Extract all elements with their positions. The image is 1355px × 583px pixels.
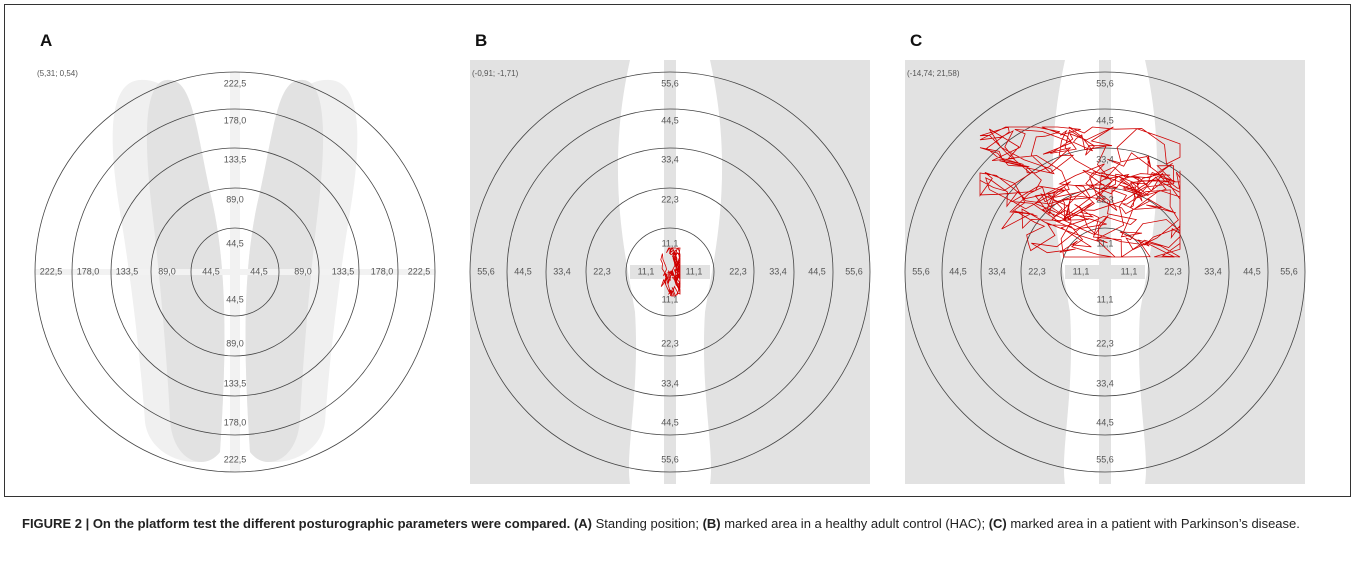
ring-label: 178,0	[77, 266, 100, 276]
ring-label: 55,6	[1096, 78, 1114, 88]
ring-label: 11,1	[662, 238, 679, 248]
axis-bar	[1065, 265, 1145, 279]
ring-label: 11,1	[638, 266, 655, 276]
ring-label: 222,5	[40, 266, 63, 276]
ring	[904, 71, 1306, 473]
ring-label: 22,3	[1096, 194, 1114, 204]
ring-label: 133,5	[116, 266, 139, 276]
ring-label: 22,3	[661, 338, 679, 348]
ring	[585, 187, 755, 357]
ring-label: 22,3	[661, 194, 679, 204]
ring-label: 44,5	[808, 266, 826, 276]
panel-letter: C	[910, 31, 922, 50]
coordinates: (5,31; 0,54)	[37, 69, 78, 78]
ring	[34, 71, 436, 473]
sway-trace	[979, 126, 1181, 258]
caption-label: (C)	[988, 516, 1007, 531]
caption-text: Standing position;	[591, 516, 703, 531]
ring-label: 33,4	[661, 154, 679, 164]
ring	[625, 227, 715, 317]
ring-label: 55,6	[1096, 454, 1114, 464]
ring-label: 55,6	[477, 266, 495, 276]
ring-label: 33,4	[661, 378, 679, 388]
ring	[1020, 187, 1190, 357]
ring-label: 55,6	[845, 266, 863, 276]
caption-text: marked area in a healthy adult control (…	[720, 516, 989, 531]
ring-label: 89,0	[226, 194, 244, 204]
panel: 11,1 11,1 11,1 11,1 22,3 22,3 22,3 22,3 33,4 33,4…	[904, 31, 1306, 484]
ring-label: 89,0	[158, 266, 176, 276]
coordinates: (-14,74; 21,58)	[907, 69, 960, 78]
figure-frame	[4, 4, 1351, 497]
ring-label: 89,0	[226, 338, 244, 348]
ring-label: 33,4	[1204, 266, 1222, 276]
ring-label: 11,1	[1121, 266, 1138, 276]
ring-label: 55,6	[1280, 266, 1298, 276]
ring-label: 22,3	[1028, 266, 1046, 276]
ring-label: 44,5	[1096, 417, 1114, 427]
ring-label: 222,5	[224, 454, 247, 464]
sway-trace	[660, 247, 681, 297]
ring-label: 11,1	[1097, 238, 1114, 248]
ring-label: 22,3	[729, 266, 747, 276]
ring	[190, 227, 280, 317]
coordinates: (-0,91; -1,71)	[472, 69, 519, 78]
ring	[1060, 227, 1150, 317]
ring-label: 44,5	[661, 115, 679, 125]
ring-label: 11,1	[662, 294, 679, 304]
ring-label: 44,5	[226, 294, 244, 304]
caption-title: FIGURE 2 | On the platform test the diff…	[22, 516, 571, 531]
caption: FIGURE 2 | On the platform test the diff…	[22, 514, 1337, 534]
ring-label: 11,1	[1097, 294, 1114, 304]
ring-label: 55,6	[661, 78, 679, 88]
caption-label: (A)	[573, 516, 592, 531]
ring-label: 44,5	[1096, 115, 1114, 125]
panel-letter: A	[40, 31, 52, 50]
ring-label: 222,5	[408, 266, 431, 276]
ring-label: 44,5	[949, 266, 967, 276]
ring-label: 22,3	[1164, 266, 1182, 276]
ring-label: 178,0	[224, 115, 247, 125]
ring-label: 44,5	[226, 238, 244, 248]
ring-label: 11,1	[686, 266, 703, 276]
ring-label: 133,5	[332, 266, 355, 276]
ring-label: 44,5	[661, 417, 679, 427]
ring-label: 44,5	[1243, 266, 1261, 276]
ring-label: 178,0	[371, 266, 394, 276]
panel: 44,5 44,5 44,5 44,5 89,0 89,0 89,0 89,0 133,5 133…	[34, 31, 436, 473]
ring-label: 33,4	[1096, 154, 1114, 164]
ring	[71, 108, 399, 436]
ring-label: 44,5	[250, 266, 268, 276]
ring-label: 44,5	[202, 266, 220, 276]
ring	[150, 187, 320, 357]
ring	[469, 71, 871, 473]
ring-label: 33,4	[1096, 378, 1114, 388]
ring-label: 178,0	[224, 417, 247, 427]
axis-bar	[35, 269, 435, 275]
ring-label: 133,5	[224, 154, 247, 164]
ring-label: 55,6	[912, 266, 930, 276]
ring	[941, 108, 1269, 436]
ring-label: 44,5	[514, 266, 532, 276]
ring-label: 133,5	[224, 378, 247, 388]
caption-label: (B)	[702, 516, 721, 531]
ring-label: 55,6	[661, 454, 679, 464]
ring	[506, 108, 834, 436]
ring-label: 89,0	[294, 266, 312, 276]
caption-text: marked area in a patient with Parkinson’…	[1006, 516, 1300, 531]
ring-label: 222,5	[224, 78, 247, 88]
figure: 44,5 44,5 44,5 44,5 89,0 89,0 89,0 89,0 133,5 133…	[4, 4, 1351, 497]
panel: 11,1 11,1 11,1 11,1 22,3 22,3 22,3 22,3 33,4 33,4…	[469, 31, 871, 484]
panel-letter: B	[475, 31, 487, 50]
ring-label: 22,3	[593, 266, 611, 276]
ring-label: 33,4	[553, 266, 571, 276]
ring	[110, 147, 360, 397]
ring	[545, 147, 795, 397]
ring-label: 11,1	[1073, 266, 1090, 276]
ring-label: 33,4	[769, 266, 787, 276]
ring-label: 22,3	[1096, 338, 1114, 348]
ring-label: 33,4	[988, 266, 1006, 276]
